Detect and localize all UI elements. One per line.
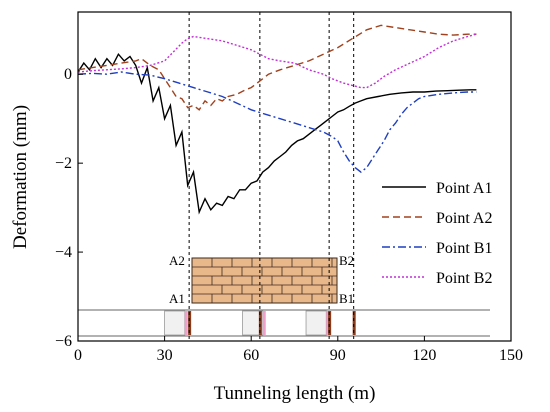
x-tick-label: 60 bbox=[243, 347, 259, 364]
legend: Point A1 Point A2 Point B1 Point B2 bbox=[382, 180, 492, 287]
monitoring-marker bbox=[188, 311, 192, 335]
x-tick-label: 0 bbox=[74, 347, 82, 364]
series-line-a2 bbox=[77, 24, 477, 111]
x-tick-label: 150 bbox=[499, 347, 523, 364]
monitoring-marker bbox=[258, 311, 262, 335]
segment-joint bbox=[184, 311, 188, 335]
monitoring-marker bbox=[352, 311, 356, 335]
y-tick-label: 0 bbox=[64, 66, 72, 83]
annotation-b2: B2 bbox=[339, 253, 354, 268]
tunnel-segments bbox=[164, 310, 356, 336]
legend-item-b1: Point B1 bbox=[382, 240, 492, 257]
series-line-b1 bbox=[77, 71, 477, 173]
annotation-b1: B1 bbox=[339, 291, 354, 306]
y-tick-label: −2 bbox=[55, 155, 72, 172]
series-layer bbox=[77, 24, 477, 215]
monitoring-marker bbox=[328, 311, 332, 335]
annotation-a1: A1 bbox=[169, 291, 185, 306]
tunnel-segment bbox=[164, 310, 186, 336]
segment-joint bbox=[262, 311, 266, 335]
y-tick-label: −4 bbox=[55, 244, 72, 261]
series-line-b2 bbox=[77, 33, 477, 89]
y-tick-label: −6 bbox=[55, 333, 72, 350]
legend-label-a2: Point A2 bbox=[436, 210, 492, 227]
x-tick-label: 120 bbox=[412, 347, 436, 364]
legend-item-a1: Point A1 bbox=[382, 180, 492, 197]
tunnel-segment bbox=[305, 310, 327, 336]
masonry-building bbox=[191, 257, 338, 304]
x-tick-label: 90 bbox=[330, 347, 346, 364]
legend-label-a1: Point A1 bbox=[436, 180, 492, 197]
annotation-a2: A2 bbox=[169, 253, 185, 268]
x-tick-label: 30 bbox=[157, 347, 173, 364]
legend-label-b2: Point B2 bbox=[436, 270, 492, 287]
axis-ticks: 0 30 60 90 120 150 0 −2 −4 −6 bbox=[55, 66, 523, 364]
segment-joint bbox=[326, 311, 330, 335]
series-line-a1 bbox=[77, 52, 477, 215]
tunnel-schematic bbox=[78, 257, 490, 337]
x-axis-title: Tunneling length (m) bbox=[214, 383, 376, 404]
legend-item-a2: Point A2 bbox=[382, 210, 492, 227]
y-axis-title: Deformation (mm) bbox=[10, 105, 31, 249]
legend-item-b2: Point B2 bbox=[382, 270, 492, 287]
legend-label-b1: Point B1 bbox=[436, 240, 492, 257]
plot-frame bbox=[77, 11, 512, 342]
brick-pattern bbox=[192, 258, 337, 303]
